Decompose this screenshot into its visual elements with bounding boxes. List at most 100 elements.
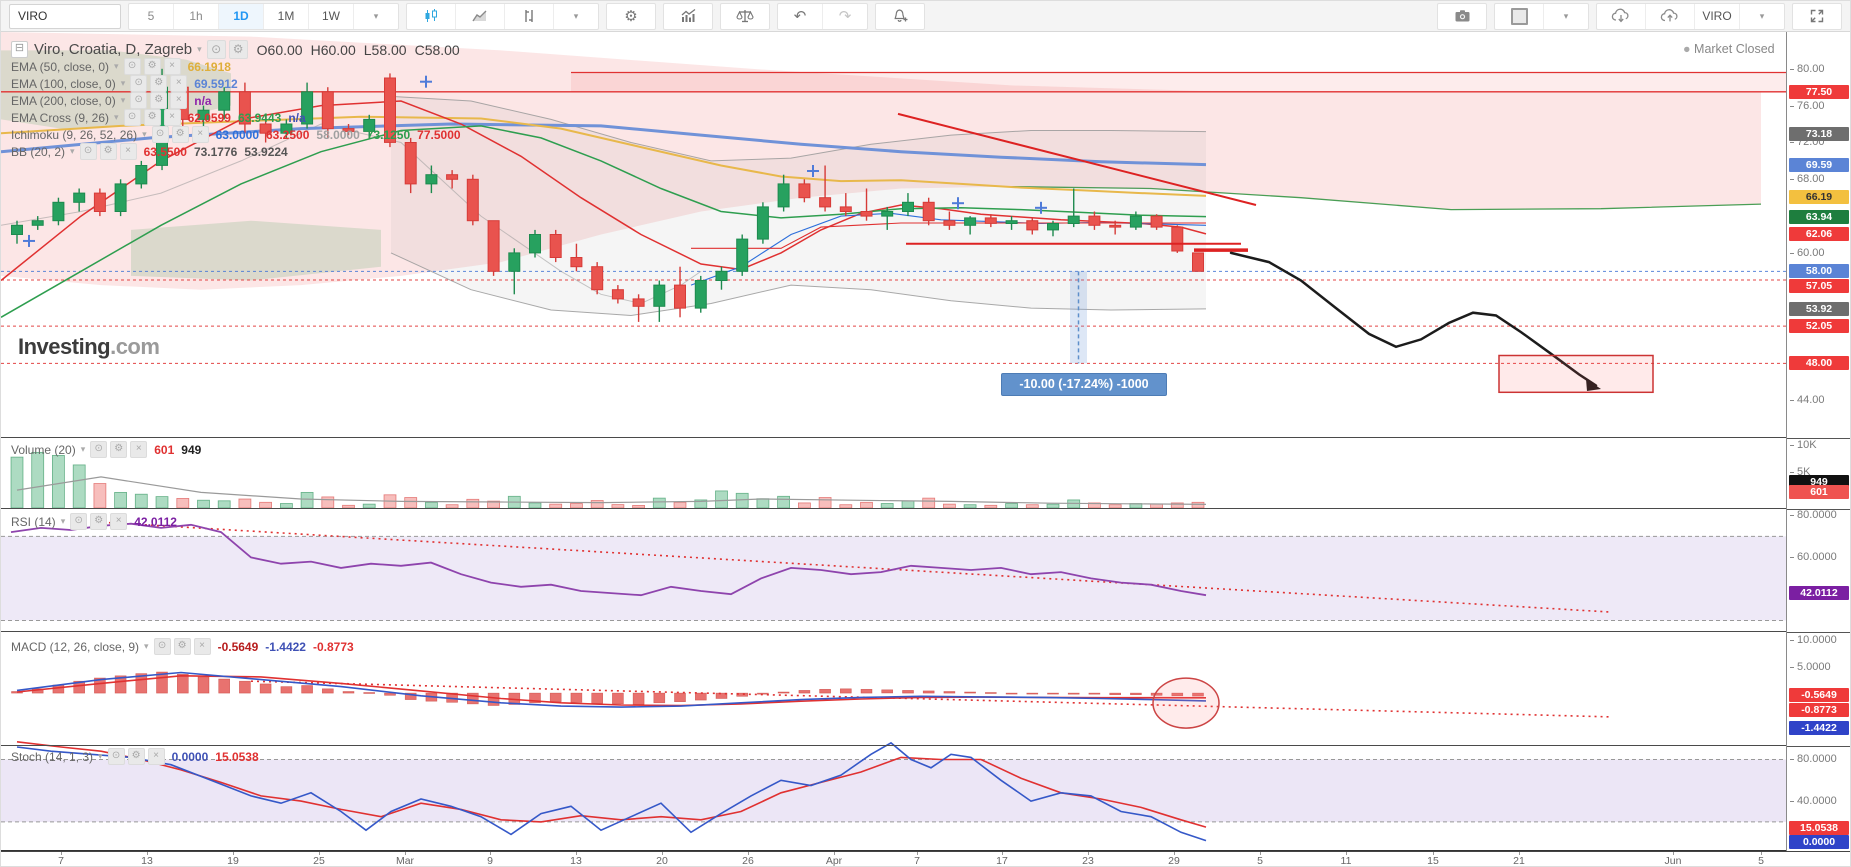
- cloud-download-icon: [1611, 8, 1629, 23]
- interval-button-1h[interactable]: 1h: [174, 3, 219, 29]
- chevron-down-icon: ▾: [1759, 10, 1765, 21]
- time-label: 29: [1168, 855, 1180, 867]
- remove-indicator-button[interactable]: ×: [147, 748, 165, 765]
- compare-button[interactable]: [721, 4, 769, 29]
- interval-dropdown[interactable]: ▾: [373, 10, 379, 21]
- hide-indicator-button[interactable]: ⊙: [153, 638, 171, 655]
- time-label: 11: [1340, 855, 1352, 867]
- add-alert-button[interactable]: [876, 4, 924, 29]
- time-label: 21: [1513, 855, 1525, 867]
- time-label: 7: [914, 855, 920, 867]
- chart-svg: [1, 32, 1786, 851]
- bar-interval-button[interactable]: [505, 3, 554, 29]
- indicators-button[interactable]: [664, 4, 712, 29]
- settings-group: ⚙: [606, 2, 656, 30]
- hide-indicator-button[interactable]: ⊙: [130, 92, 148, 109]
- price-axis[interactable]: 80.0076.0072.0068.0060.0056.0044.0010K5K…: [1786, 32, 1850, 851]
- indicator-settings-button[interactable]: ⚙: [150, 75, 168, 92]
- axis-tick: 40.0000: [1790, 795, 1837, 807]
- indicator-settings-button[interactable]: ⚙: [150, 92, 168, 109]
- axis-price-badge: 58.00: [1789, 264, 1849, 278]
- time-tick: [662, 852, 663, 855]
- remove-indicator-button[interactable]: ×: [193, 638, 211, 655]
- interval-button-1D[interactable]: 1D: [219, 3, 264, 29]
- chart-canvas[interactable]: [1, 32, 1786, 851]
- interval-button-5[interactable]: 5: [129, 3, 174, 29]
- remove-indicator-button[interactable]: ×: [163, 109, 181, 126]
- symbol-settings-button[interactable]: ⚙: [228, 40, 248, 59]
- snapshot-button[interactable]: [1438, 4, 1486, 29]
- indicator-settings-button[interactable]: ⚙: [143, 58, 161, 75]
- fullscreen-group: [1792, 2, 1842, 30]
- indicator-settings-button[interactable]: ⚙: [143, 109, 161, 126]
- saved-layout-dropdown[interactable]: ▾: [1740, 4, 1784, 29]
- time-label: 26: [742, 855, 754, 867]
- axis-price-badge: -1.4422: [1789, 721, 1849, 735]
- fullscreen-button[interactable]: [1793, 4, 1841, 29]
- axis-price-badge: 77.50: [1789, 85, 1849, 99]
- hide-indicator-button[interactable]: ⊙: [107, 748, 125, 765]
- indicator-settings-button[interactable]: ⚙: [110, 441, 128, 458]
- time-label: 23: [1082, 855, 1094, 867]
- symbol-input[interactable]: VIRO: [9, 3, 121, 29]
- time-label: 25: [313, 855, 325, 867]
- interval-button-1W[interactable]: 1W: [309, 3, 354, 29]
- axis-price-badge: 42.0112: [1789, 586, 1849, 600]
- layout-dropdown[interactable]: ▾: [1544, 4, 1588, 29]
- axis-tick: 60.00: [1790, 247, 1825, 259]
- redo-icon: ↷: [838, 7, 852, 25]
- hide-indicator-button[interactable]: ⊙: [79, 143, 97, 160]
- remove-indicator-button[interactable]: ×: [191, 126, 209, 143]
- hide-indicator-button[interactable]: ⊙: [90, 441, 108, 458]
- indicator-settings-button[interactable]: ⚙: [127, 748, 145, 765]
- line-chart-button[interactable]: [456, 3, 505, 29]
- measure-tool-label: -10.00 (-17.24%) -1000: [1001, 373, 1167, 396]
- hide-indicator-button[interactable]: ⊙: [151, 126, 169, 143]
- axis-tick: 76.00: [1790, 100, 1825, 112]
- hide-indicator-button[interactable]: ⊙: [123, 58, 141, 75]
- pane-separator: [1787, 508, 1850, 510]
- indicator-settings-button[interactable]: ⚙: [90, 513, 108, 530]
- bar-interval-icon: [525, 10, 533, 22]
- remove-indicator-button[interactable]: ×: [170, 75, 188, 92]
- saved-layout-name[interactable]: VIRO: [1695, 3, 1740, 29]
- layout-button[interactable]: [1495, 3, 1544, 29]
- settings-button[interactable]: ⚙: [607, 4, 655, 29]
- hide-indicator-button[interactable]: ⊙: [123, 109, 141, 126]
- remove-indicator-button[interactable]: ×: [119, 143, 137, 160]
- indicator-settings-button[interactable]: ⚙: [173, 638, 191, 655]
- candlestick-chart-button[interactable]: [407, 3, 456, 29]
- axis-price-badge: 63.94: [1789, 210, 1849, 224]
- time-label: 15: [1427, 855, 1439, 867]
- save-chart-button[interactable]: [1646, 3, 1695, 29]
- remove-indicator-button[interactable]: ×: [130, 441, 148, 458]
- chart-type-dropdown[interactable]: ▾: [554, 4, 598, 29]
- pane-separator: [1787, 745, 1850, 747]
- time-tick: [1088, 852, 1089, 855]
- interval-button-1M[interactable]: 1M: [264, 3, 309, 29]
- hide-indicator-button[interactable]: ⊙: [70, 513, 88, 530]
- time-axis[interactable]: 7 13 19 25 Mar 9 13 20 26 Apr 7 17 23 29 5 11 15 21 Jun 5: [1, 851, 1850, 867]
- axis-price-badge: -0.8773: [1789, 703, 1849, 717]
- remove-indicator-button[interactable]: ×: [170, 92, 188, 109]
- axis-tick: 10K: [1790, 439, 1817, 451]
- collapse-pane-button[interactable]: ⊟: [11, 41, 28, 58]
- redo-button[interactable]: ↷: [823, 4, 867, 29]
- load-chart-button[interactable]: [1597, 3, 1646, 29]
- undo-button[interactable]: ↶: [778, 3, 823, 29]
- time-label: 9: [487, 855, 493, 867]
- time-tick: [405, 852, 406, 855]
- time-tick: [1346, 852, 1347, 855]
- indicator-settings-button[interactable]: ⚙: [171, 126, 189, 143]
- hide-indicator-button[interactable]: ⊙: [130, 75, 148, 92]
- undo-redo-group: ↶ ↷: [777, 2, 868, 30]
- line-chart-icon: [472, 10, 487, 22]
- remove-indicator-button[interactable]: ×: [163, 58, 181, 75]
- time-label: 19: [227, 855, 239, 867]
- time-label: 7: [58, 855, 64, 867]
- indicator-settings-button[interactable]: ⚙: [99, 143, 117, 160]
- brand-name: Investing: [18, 334, 111, 359]
- market-status: ● Market Closed: [1683, 42, 1775, 56]
- hide-symbol-button[interactable]: ⊙: [206, 40, 226, 59]
- remove-indicator-button[interactable]: ×: [110, 513, 128, 530]
